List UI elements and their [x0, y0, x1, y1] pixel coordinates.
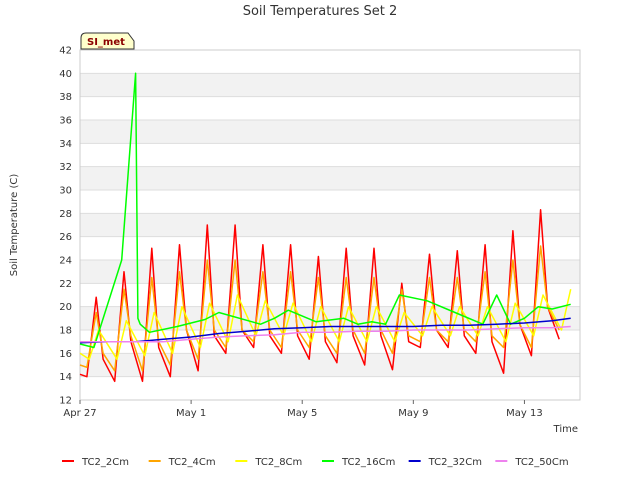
legend-label: TC2_2Cm [81, 457, 129, 468]
legend-label: TC2_8Cm [254, 457, 302, 468]
legend-label: TC2_32Cm [428, 457, 482, 468]
series-line-tc2-8cm [79, 289, 572, 360]
chart-title: Soil Temperatures Set 2 [243, 4, 398, 19]
legend-label: TC2_16Cm [341, 457, 395, 468]
grid-band [80, 213, 580, 237]
grid-band [80, 353, 580, 377]
grid-band [80, 166, 580, 190]
x-tick-label: May 1 [176, 408, 206, 419]
legend-label: TC2_50Cm [514, 457, 568, 468]
badge-label: SI_met [87, 37, 125, 48]
grid-band [80, 73, 580, 97]
y-tick-label: 40 [59, 69, 72, 80]
grid-band [80, 260, 580, 284]
y-tick-label: 36 [59, 116, 72, 127]
y-tick-label: 26 [59, 232, 72, 243]
y-tick-label: 24 [59, 256, 72, 267]
series-line-tc2-4cm [79, 245, 560, 372]
series-layer [79, 72, 572, 383]
plot-frame [79, 49, 581, 401]
y-tick-label: 30 [59, 186, 72, 197]
station-badge: SI_met [80, 32, 135, 50]
y-tick-label: 34 [59, 139, 72, 150]
y-tick-label: 32 [59, 162, 72, 173]
y-tick-label: 18 [59, 326, 72, 337]
y-axis-title: Soil Temperature (C) [9, 174, 20, 277]
x-tick-label: Apr 27 [63, 408, 96, 419]
y-axis: 12 14 16 18 20 22 24 26 28 30 32 34 36 38 40 42 [59, 46, 72, 407]
y-tick-label: 38 [59, 92, 72, 103]
grid-band [80, 120, 580, 144]
x-tick-label: May 13 [506, 408, 543, 419]
y-tick-label: 22 [59, 279, 72, 290]
series-line-tc2-16cm [79, 72, 571, 349]
legend: TC2_2Cm TC2_4Cm TC2_8Cm TC2_16Cm TC2_32Cm TC2… [62, 457, 569, 468]
legend-label: TC2_4Cm [168, 457, 216, 468]
x-tick-label: May 9 [398, 408, 428, 419]
y-tick-label: 42 [59, 46, 72, 57]
x-tick-label: May 5 [287, 408, 317, 419]
series-line-tc2-50cm [80, 325, 571, 343]
y-tick-label: 12 [59, 396, 72, 407]
y-tick-label: 16 [59, 349, 72, 360]
series-line-tc2-32cm [79, 317, 571, 344]
badge-box [80, 32, 135, 50]
y-tick-label: 20 [59, 302, 72, 313]
y-tick-label: 28 [59, 209, 72, 220]
y-tick-label: 14 [59, 372, 72, 383]
x-axis: Apr 27 May 1 May 5 May 9 May 13 [63, 400, 543, 419]
x-axis-title: Time [553, 424, 578, 435]
